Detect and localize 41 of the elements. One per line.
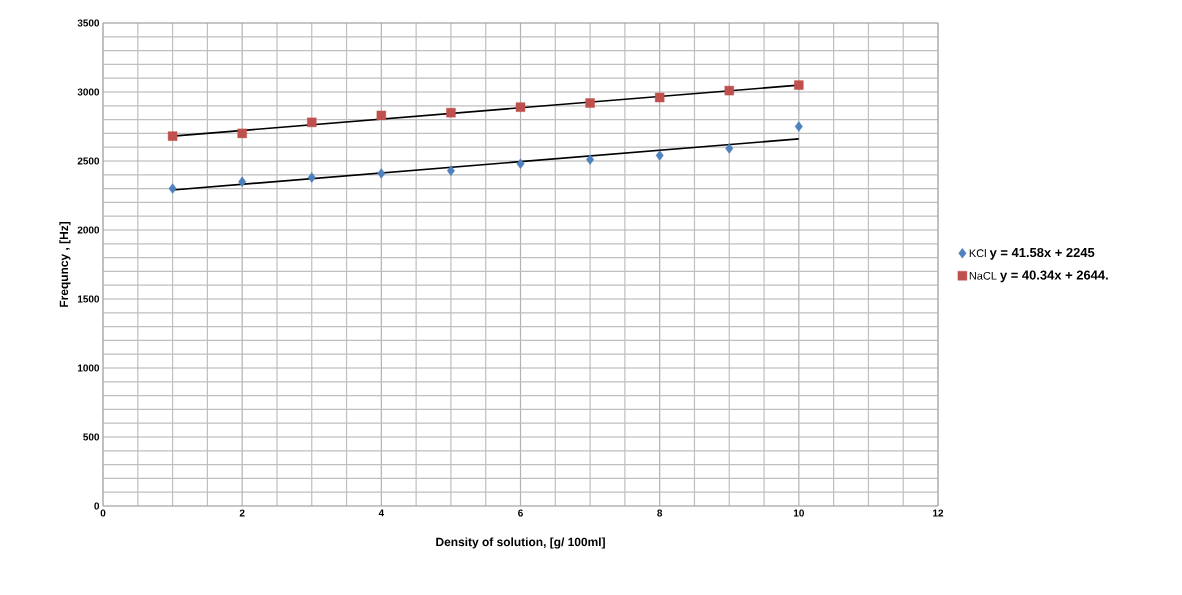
point bbox=[307, 117, 317, 128]
y-axis-title: Frequncy , [Hz] bbox=[59, 221, 71, 307]
x-axis-title: Density of solution, [g/ 100ml] bbox=[436, 537, 605, 549]
y-tick-label: 3500 bbox=[77, 19, 100, 27]
point bbox=[794, 80, 804, 90]
point bbox=[794, 121, 803, 132]
x-tick-label: 0 bbox=[100, 509, 106, 517]
y-tick-label: 2000 bbox=[77, 226, 100, 234]
point bbox=[446, 165, 455, 176]
point bbox=[446, 107, 456, 118]
x-tick-label: 8 bbox=[657, 509, 663, 517]
point bbox=[377, 168, 386, 179]
point bbox=[654, 92, 665, 103]
x-tick-label: 12 bbox=[933, 509, 944, 517]
text: y = 41.58x + 2245 bbox=[989, 247, 1095, 260]
x-tick-label: 6 bbox=[518, 509, 523, 517]
point bbox=[585, 98, 595, 108]
point bbox=[725, 143, 734, 154]
point bbox=[167, 131, 178, 141]
y-tick-label: 1000 bbox=[77, 364, 100, 372]
point bbox=[238, 176, 247, 187]
point bbox=[724, 85, 734, 96]
point bbox=[307, 172, 316, 183]
x-tick-label: 4 bbox=[378, 509, 385, 517]
point bbox=[376, 110, 387, 121]
text: y = 40.34x + 2644. bbox=[1000, 270, 1108, 283]
y-tick-label: 3000 bbox=[77, 88, 100, 96]
point bbox=[515, 102, 526, 112]
point bbox=[516, 158, 525, 169]
legend-label: KCl bbox=[969, 249, 986, 258]
x-tick-label: 10 bbox=[793, 509, 804, 517]
x-tick-label: 2 bbox=[239, 509, 245, 517]
point bbox=[586, 154, 595, 165]
y-tick-label: 2500 bbox=[77, 157, 100, 165]
y-tick-label: 0 bbox=[94, 502, 100, 510]
point bbox=[168, 183, 177, 194]
legend-label: NaCL bbox=[969, 271, 997, 280]
point bbox=[237, 128, 247, 139]
point bbox=[655, 150, 664, 161]
y-tick-label: 1500 bbox=[77, 295, 100, 303]
y-tick-label: 500 bbox=[83, 433, 100, 441]
